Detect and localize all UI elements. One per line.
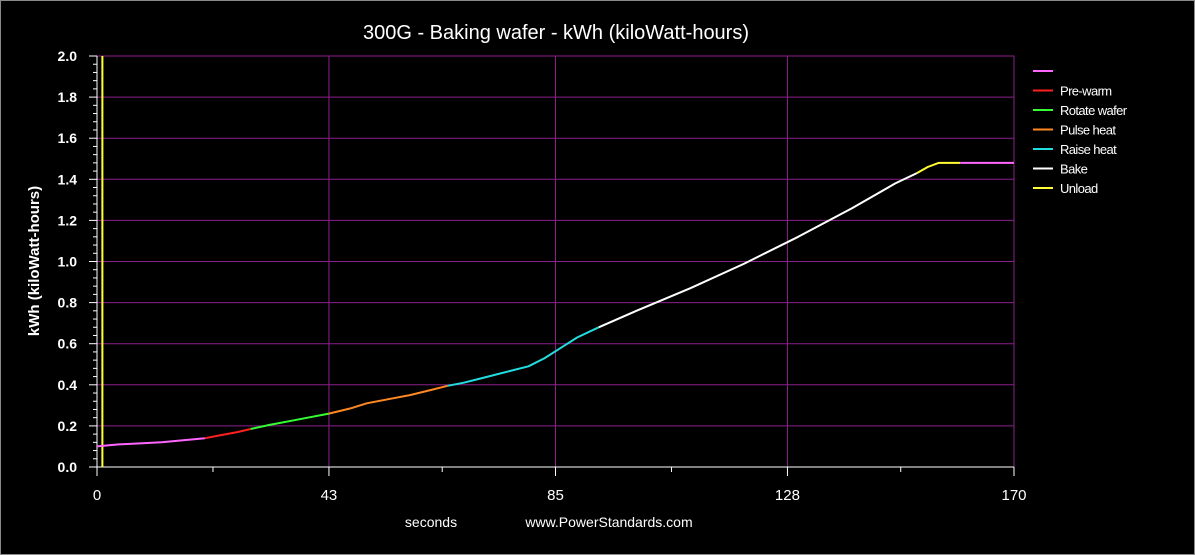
y-tick-label: 1.2 — [58, 212, 78, 228]
y-tick-label: 0.0 — [58, 459, 78, 475]
y-tick-label: 1.6 — [58, 130, 78, 146]
x-tick-label: 85 — [547, 487, 564, 504]
legend-label: Rotate wafer — [1060, 103, 1128, 118]
y-axis-label: kWh (kiloWatt-hours) — [26, 186, 43, 336]
x-axis-label: seconds — [405, 514, 457, 530]
axes: 0.0 0.2 0.4 0.6 0.8 1.0 1.2 1.4 1.6 1.8 2.0 0 43 85 12… — [58, 48, 1027, 504]
y-tick-label: 1.4 — [58, 171, 78, 187]
y-tick-label: 1.8 — [58, 89, 78, 105]
y-tick-label: 0.8 — [58, 295, 78, 311]
series-line-6 — [916, 161, 961, 174]
chart-title: 300G - Baking wafer - kWh (kiloWatt-hour… — [363, 22, 749, 44]
legend-label: Unload — [1060, 181, 1098, 196]
x-tick-label: 128 — [775, 487, 800, 504]
legend-label: Bake — [1060, 162, 1088, 177]
legend-label: Raise heat — [1060, 142, 1117, 157]
series — [96, 56, 1014, 467]
x-tick-label: 170 — [1001, 487, 1026, 504]
legend: Pre-warm Rotate wafer Pulse heat Raise heat… — [1033, 70, 1128, 196]
series-line-3 — [328, 384, 448, 415]
x-tick-label: 43 — [321, 487, 338, 504]
grid — [96, 55, 1015, 468]
legend-label: Pre-warm — [1060, 84, 1112, 99]
series-line-0 — [96, 437, 206, 448]
y-tick-label: 1.0 — [58, 254, 78, 270]
source-text: www.PowerStandards.com — [524, 514, 692, 530]
x-tick-label: 0 — [93, 487, 101, 504]
y-tick-label: 0.6 — [58, 336, 78, 352]
series-line-1 — [204, 428, 251, 440]
series-line-5 — [598, 172, 918, 329]
series-line-2 — [250, 412, 330, 430]
y-tick-label: 2.0 — [58, 48, 78, 64]
y-tick-label: 0.4 — [58, 377, 78, 393]
series-line-4 — [447, 326, 600, 387]
legend-label: Pulse heat — [1060, 123, 1116, 138]
y-tick-label: 0.2 — [58, 418, 78, 434]
